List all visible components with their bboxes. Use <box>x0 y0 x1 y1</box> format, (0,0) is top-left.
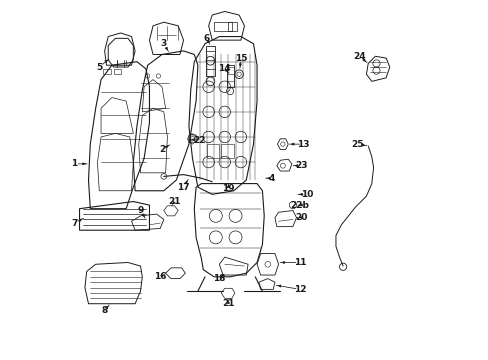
Text: 19: 19 <box>222 184 234 193</box>
Text: 23: 23 <box>295 161 307 170</box>
Text: 13: 13 <box>297 140 309 149</box>
Text: 9: 9 <box>137 206 143 215</box>
Text: 11: 11 <box>293 258 305 267</box>
Text: 16: 16 <box>154 272 166 281</box>
Text: 1: 1 <box>71 159 77 168</box>
Text: 6: 6 <box>203 34 209 43</box>
Text: 3: 3 <box>161 39 166 48</box>
Text: 25: 25 <box>350 140 363 149</box>
Text: 15: 15 <box>234 54 246 63</box>
Text: 22b: 22b <box>290 201 309 210</box>
Text: 5: 5 <box>96 63 102 72</box>
Text: 10: 10 <box>301 190 313 199</box>
Text: 21: 21 <box>168 197 181 206</box>
Text: 17: 17 <box>177 183 189 192</box>
Bar <box>228 22 237 31</box>
Bar <box>113 69 121 74</box>
Text: 4: 4 <box>267 174 274 183</box>
Bar <box>221 144 233 158</box>
Text: 2: 2 <box>159 145 165 154</box>
Text: 7: 7 <box>71 219 77 228</box>
Text: 14: 14 <box>218 64 231 73</box>
Bar <box>214 22 231 31</box>
Bar <box>226 65 233 87</box>
Text: 21: 21 <box>222 299 234 308</box>
Bar <box>102 69 110 74</box>
Text: 12: 12 <box>293 285 305 294</box>
Text: 20: 20 <box>295 213 307 222</box>
Text: 22: 22 <box>193 136 205 145</box>
Text: 8: 8 <box>102 306 107 315</box>
Bar <box>206 144 219 158</box>
Text: 18: 18 <box>213 274 225 283</box>
Text: 24: 24 <box>352 52 365 61</box>
Bar <box>206 45 214 76</box>
